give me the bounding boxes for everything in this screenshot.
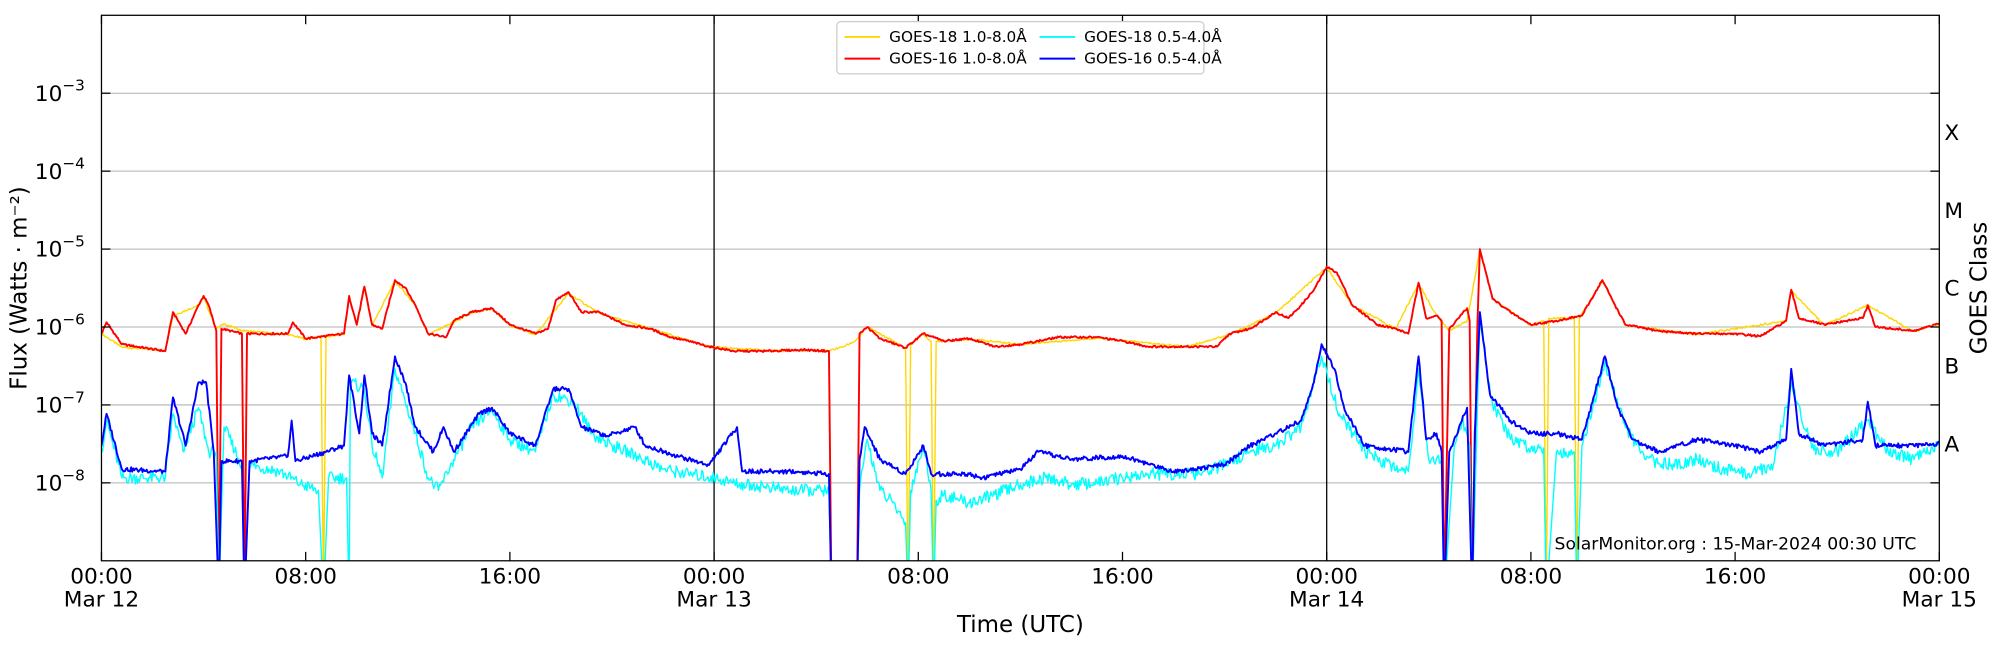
x-tick-time: 00:00 — [683, 565, 745, 590]
x-tick-time: 16:00 — [1704, 565, 1766, 590]
x-tick-date: Mar 13 — [676, 588, 751, 613]
goes-class-C: C — [1944, 277, 1959, 302]
gridlines — [101, 92, 1940, 484]
y-tick-label: 10−3 — [35, 77, 85, 107]
goes-class-M: M — [1944, 199, 1963, 224]
x-axis-label: Time (UTC) — [956, 612, 1084, 638]
series-line-2 — [101, 317, 1940, 561]
x-tick-time: 00:00 — [70, 565, 132, 590]
y-tick-exponent: −7 — [62, 388, 85, 406]
x-tick-time: 16:00 — [1091, 565, 1153, 590]
y-tick-exponent: −8 — [62, 466, 85, 484]
x-tick-time: 00:00 — [1295, 565, 1357, 590]
x-tick-date: Mar 14 — [1289, 588, 1364, 613]
goes-class-B: B — [1944, 355, 1959, 380]
legend-label: GOES-16 1.0-8.0Å — [889, 49, 1027, 68]
y-tick-base: 10 — [35, 316, 63, 341]
y-tick-label: 10−5 — [35, 233, 85, 263]
goes-class-X: X — [1944, 121, 1959, 146]
y-tick-exponent: −3 — [62, 77, 85, 95]
y-tick-label: 10−7 — [35, 388, 85, 418]
x-tick-time: 00:00 — [1908, 565, 1970, 590]
y-axis-label: Flux (Watts · m⁻²) — [6, 186, 32, 390]
legend: GOES-18 1.0-8.0Å GOES-16 1.0-8.0Å GOES-18 … — [836, 21, 1222, 75]
x-tick-time: 08:00 — [887, 565, 949, 590]
legend-box — [836, 21, 1205, 75]
x-tick-date: Mar 15 — [1902, 588, 1977, 613]
y-tick-base: 10 — [35, 394, 63, 419]
y-tick-base: 10 — [35, 160, 63, 185]
legend-label: GOES-16 0.5-4.0Å — [1084, 49, 1222, 68]
series-line-1 — [101, 248, 1940, 561]
axis-ticks — [100, 15, 1940, 561]
y-tick-labels: 10−810−710−610−510−410−3 — [35, 77, 85, 497]
x-tick-date: Mar 12 — [64, 588, 139, 613]
y2-axis-label: GOES Class — [1966, 222, 1992, 355]
plot-frame — [100, 14, 1940, 562]
y-tick-base: 10 — [35, 472, 63, 497]
goes-class-A: A — [1944, 433, 1959, 458]
x-tick-time: 08:00 — [274, 565, 336, 590]
legend-label: GOES-18 1.0-8.0Å — [889, 27, 1027, 46]
source-annotation: SolarMonitor.org : 15-Mar-2024 00:30 UTC — [1555, 534, 1917, 554]
y-tick-base: 10 — [35, 82, 63, 107]
x-tick-time: 08:00 — [1500, 565, 1562, 590]
series-line-3 — [101, 311, 1940, 561]
y-tick-label: 10−8 — [35, 466, 85, 496]
series-lines — [101, 248, 1940, 561]
y-tick-label: 10−6 — [35, 310, 85, 340]
y-tick-exponent: −5 — [62, 233, 85, 251]
y-tick-label: 10−4 — [35, 155, 85, 185]
y-tick-exponent: −6 — [62, 310, 85, 328]
legend-label: GOES-18 0.5-4.0Å — [1084, 27, 1222, 46]
x-tick-time: 16:00 — [479, 565, 541, 590]
y-tick-base: 10 — [35, 238, 63, 263]
day-boundary-lines — [713, 15, 1328, 561]
y-tick-exponent: −4 — [62, 155, 85, 173]
goes-class-labels: A B C M X — [1944, 121, 1963, 458]
